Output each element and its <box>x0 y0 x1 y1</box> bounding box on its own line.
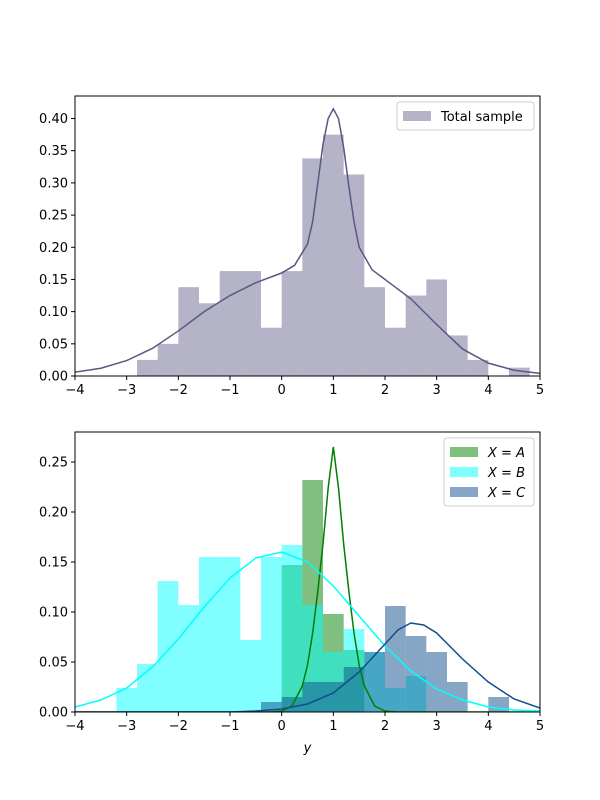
hist-bar <box>467 359 489 376</box>
legend-entry-label: Total sample <box>440 110 523 125</box>
x-tick-label: 1 <box>329 383 337 398</box>
y-tick-label: 0.05 <box>39 656 68 671</box>
x-tick-label: 4 <box>484 383 492 398</box>
x-tick-label: 2 <box>381 719 389 734</box>
legend-entry-label: X = B <box>487 466 525 481</box>
x-tick-label: 0 <box>278 383 286 398</box>
x-tick-label: 2 <box>381 383 389 398</box>
y-tick-label: 0.10 <box>39 305 68 320</box>
hist-bar <box>405 295 427 376</box>
legend-swatch <box>450 467 478 477</box>
legend-box <box>396 101 535 131</box>
hist-bar <box>281 545 303 712</box>
y-tick-label: 0.40 <box>39 112 68 127</box>
hist-bar <box>385 606 406 712</box>
chart-panel-2: −4 −3 −2 −1 0 1 2 3 4 5 0.00 0.05 0.10 0.15 0.20 0.25 y X… <box>39 431 544 756</box>
y-tick-label: 0.15 <box>39 556 68 571</box>
hist-bar <box>261 557 282 712</box>
plot-area <box>75 107 540 376</box>
x-tick-label: −2 <box>169 383 188 398</box>
hist-bar <box>261 702 282 712</box>
x-tick-label: −4 <box>65 383 84 398</box>
hist-bar <box>302 682 323 712</box>
hist-bar <box>240 271 261 376</box>
hist-bar <box>219 271 241 376</box>
hist-bar <box>178 287 199 376</box>
y-tick-label: 0.30 <box>39 176 68 191</box>
density-curve <box>75 107 540 375</box>
x-axis-label: y <box>303 741 312 756</box>
x-tick-label: 5 <box>536 719 544 734</box>
legend-entry-label: X = A <box>487 446 525 461</box>
hist-bar <box>199 303 220 376</box>
axes-frame <box>74 95 541 377</box>
x-tick-label: −3 <box>117 719 136 734</box>
x-tick-label: −2 <box>169 719 188 734</box>
hist-bar <box>323 134 344 376</box>
hist-bar <box>343 667 365 712</box>
legend-swatch <box>450 447 478 457</box>
hist-bar <box>240 640 261 712</box>
axes-frame <box>74 431 541 713</box>
y-tick-label: 0.00 <box>39 370 68 385</box>
legend-entry-label: X = C <box>487 486 526 501</box>
hist-bar <box>447 335 468 376</box>
hist-bar <box>364 652 385 712</box>
legend-swatch <box>403 111 431 121</box>
hist-bar <box>426 652 447 712</box>
density-curve <box>75 446 540 712</box>
y-tick-label: 0.00 <box>39 706 68 721</box>
hist-bar <box>157 343 179 376</box>
hist-bar <box>302 158 323 376</box>
y-tick-label: 0.25 <box>39 456 68 471</box>
hist-bar <box>219 557 241 712</box>
hist-bar <box>385 327 406 376</box>
legend-swatch <box>450 487 478 497</box>
hist-bar <box>426 279 447 376</box>
hist-bar <box>199 557 220 712</box>
x-tick-label: −4 <box>65 719 84 734</box>
y-tick-label: 0.20 <box>39 241 68 256</box>
y-tick-label: 0.25 <box>39 209 68 224</box>
hist-bar <box>178 605 199 712</box>
hist-bar <box>281 271 303 376</box>
hist-bar <box>116 688 137 712</box>
y-tick-label: 0.20 <box>39 506 68 521</box>
x-tick-label: 1 <box>329 719 337 734</box>
y-tick-label: 0.15 <box>39 273 68 288</box>
hist-bar <box>343 174 365 376</box>
x-tick-label: −1 <box>220 719 239 734</box>
hist-bar <box>157 581 179 712</box>
x-tick-label: −3 <box>117 383 136 398</box>
y-tick-label: 0.10 <box>39 606 68 621</box>
y-tick-label: 0.35 <box>39 144 68 159</box>
x-tick-label: 5 <box>536 383 544 398</box>
x-tick-label: 0 <box>278 719 286 734</box>
x-tick-label: 3 <box>433 383 441 398</box>
hist-bar <box>137 359 158 376</box>
hist-bar <box>364 287 385 376</box>
density-curve <box>75 622 540 712</box>
density-curve <box>75 551 540 712</box>
hist-bar <box>509 367 530 376</box>
plot-area <box>75 446 540 712</box>
y-tick-label: 0.05 <box>39 337 68 352</box>
chart-panel-1: −4 −3 −2 −1 0 1 2 3 4 5 0.00 0.05 0.10 0.15 0.20 0.25 0.… <box>39 95 544 398</box>
legend: Total sample <box>396 101 535 131</box>
hist-bar <box>261 327 282 376</box>
x-tick-label: −1 <box>220 383 239 398</box>
x-tick-label: 3 <box>433 719 441 734</box>
legend: X = A X = B X = C <box>443 437 535 507</box>
x-tick-label: 4 <box>484 719 492 734</box>
